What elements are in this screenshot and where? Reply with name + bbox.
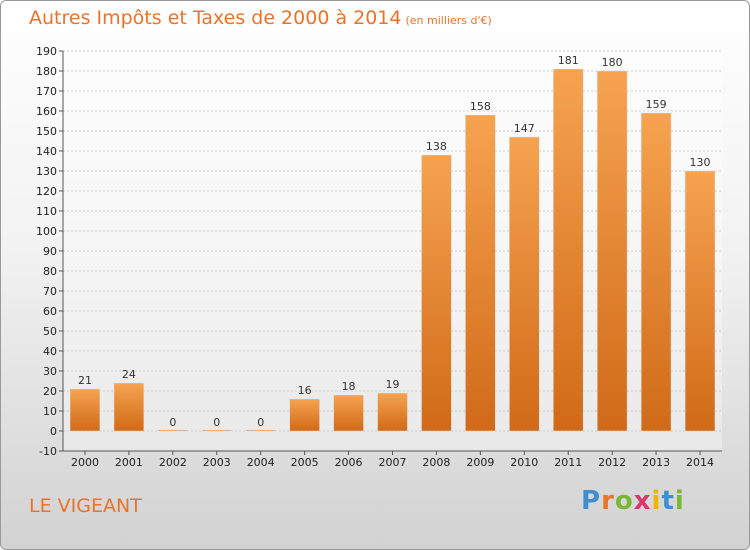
y-tick-label: 120 xyxy=(36,185,57,198)
proxiti-logo: Proxiti xyxy=(581,486,685,516)
data-label-2006: 18 xyxy=(342,380,356,393)
bar-2004 xyxy=(245,429,276,432)
x-tick-label: 2003 xyxy=(203,456,231,469)
y-tick-label: 0 xyxy=(50,425,57,438)
bar-2006 xyxy=(333,394,364,432)
bar-2005 xyxy=(289,398,320,432)
logo-letter: r xyxy=(601,486,615,516)
y-tick-label: 10 xyxy=(43,405,57,418)
bar-2003 xyxy=(201,429,232,432)
x-tick-label: 2004 xyxy=(247,456,275,469)
y-tick-label: 40 xyxy=(43,345,57,358)
bar-2000 xyxy=(69,388,101,432)
x-tick-label: 2010 xyxy=(510,456,538,469)
data-label-2005: 16 xyxy=(298,384,312,397)
bar-2010 xyxy=(509,136,540,432)
x-tick-label: 2005 xyxy=(291,456,319,469)
data-label-2002: 0 xyxy=(169,416,176,429)
data-label-2000: 21 xyxy=(78,374,92,387)
y-tick-label: 90 xyxy=(43,245,57,258)
bar-2013 xyxy=(640,112,672,432)
x-tick-label: 2000 xyxy=(71,456,99,469)
data-label-2014: 130 xyxy=(690,156,711,169)
x-tick-label: 2001 xyxy=(115,456,143,469)
x-tick-label: 2013 xyxy=(642,456,670,469)
x-tick-label: 2007 xyxy=(379,456,407,469)
y-tick-label: 110 xyxy=(36,205,57,218)
logo-letter: x xyxy=(633,486,652,516)
y-tick-label: 180 xyxy=(36,65,57,78)
data-label-2013: 159 xyxy=(646,98,667,111)
y-tick-label: 170 xyxy=(36,85,57,98)
y-tick-label: 60 xyxy=(43,305,57,318)
chart-unit: (en milliers d'€) xyxy=(405,14,492,27)
y-tick-label: 70 xyxy=(43,285,57,298)
data-label-2007: 19 xyxy=(386,378,400,391)
y-tick-label: 80 xyxy=(43,265,57,278)
y-tick-label: 20 xyxy=(43,385,57,398)
y-tick-label: 190 xyxy=(36,45,57,58)
bar-2011 xyxy=(553,68,584,432)
chart-title: Autres Impôts et Taxes de 2000 à 2014 (en… xyxy=(29,7,492,29)
data-label-2010: 147 xyxy=(514,122,535,135)
x-tick-label: 2014 xyxy=(686,456,714,469)
logo-letter: t xyxy=(661,486,675,516)
bar-2009 xyxy=(465,114,496,432)
y-tick-label: 30 xyxy=(43,365,57,378)
x-tick-label: 2002 xyxy=(159,456,187,469)
data-label-2003: 0 xyxy=(213,416,220,429)
data-label-2001: 24 xyxy=(122,368,136,381)
bar-2001 xyxy=(113,382,145,432)
commune-name: LE VIGEANT xyxy=(29,495,142,517)
x-tick-label: 2006 xyxy=(335,456,363,469)
y-tick-label: 150 xyxy=(36,125,57,138)
x-tick-label: 2009 xyxy=(466,456,494,469)
bar-2014 xyxy=(684,170,716,432)
x-tick-label: 2008 xyxy=(422,456,450,469)
bar-2007 xyxy=(377,392,408,432)
bar-2008 xyxy=(421,154,452,432)
logo-letter: i xyxy=(674,486,685,516)
logo-letter: o xyxy=(614,486,634,516)
y-tick-label: 160 xyxy=(36,105,57,118)
bar-2002 xyxy=(157,429,189,432)
y-tick-label: 100 xyxy=(36,225,57,238)
data-label-2009: 158 xyxy=(470,100,491,113)
y-tick-label: 140 xyxy=(36,145,57,158)
y-tick-label: 130 xyxy=(36,165,57,178)
data-label-2012: 180 xyxy=(602,56,623,69)
bar-2012 xyxy=(596,70,628,432)
x-tick-label: 2011 xyxy=(554,456,582,469)
data-label-2008: 138 xyxy=(426,140,447,153)
y-tick-label: -10 xyxy=(39,445,57,458)
logo-letter: P xyxy=(581,486,602,516)
logo-letter: i xyxy=(651,486,662,516)
chart-title-text: Autres Impôts et Taxes de 2000 à 2014 xyxy=(29,7,402,29)
y-tick-label: 50 xyxy=(43,325,57,338)
data-label-2004: 0 xyxy=(257,416,264,429)
data-label-2011: 181 xyxy=(558,54,579,67)
x-tick-label: 2012 xyxy=(598,456,626,469)
